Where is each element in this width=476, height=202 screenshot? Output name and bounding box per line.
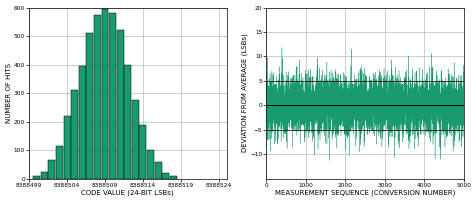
Bar [48, 160, 55, 179]
Bar [131, 100, 139, 179]
Bar [86, 33, 93, 179]
Bar [40, 171, 48, 179]
Bar [94, 15, 101, 179]
Bar [101, 9, 108, 179]
Y-axis label: NUMBER OF HITS: NUMBER OF HITS [6, 63, 11, 123]
Bar [117, 30, 123, 179]
Bar [162, 173, 169, 179]
X-axis label: MEASUREMENT SEQUENCE (CONVERSION NUMBER): MEASUREMENT SEQUENCE (CONVERSION NUMBER) [275, 190, 455, 196]
Bar [71, 90, 78, 179]
X-axis label: CODE VALUE (24-BIT LSBs): CODE VALUE (24-BIT LSBs) [81, 190, 174, 196]
Y-axis label: DEVIATION FROM AVERAGE (LSBs): DEVIATION FROM AVERAGE (LSBs) [241, 34, 248, 153]
Bar [109, 13, 116, 179]
Bar [33, 176, 40, 179]
Bar [56, 146, 63, 179]
Bar [154, 162, 161, 179]
Bar [139, 124, 146, 179]
Bar [169, 176, 177, 179]
Bar [79, 66, 86, 179]
Bar [63, 116, 70, 179]
Bar [124, 65, 131, 179]
Bar [147, 150, 154, 179]
